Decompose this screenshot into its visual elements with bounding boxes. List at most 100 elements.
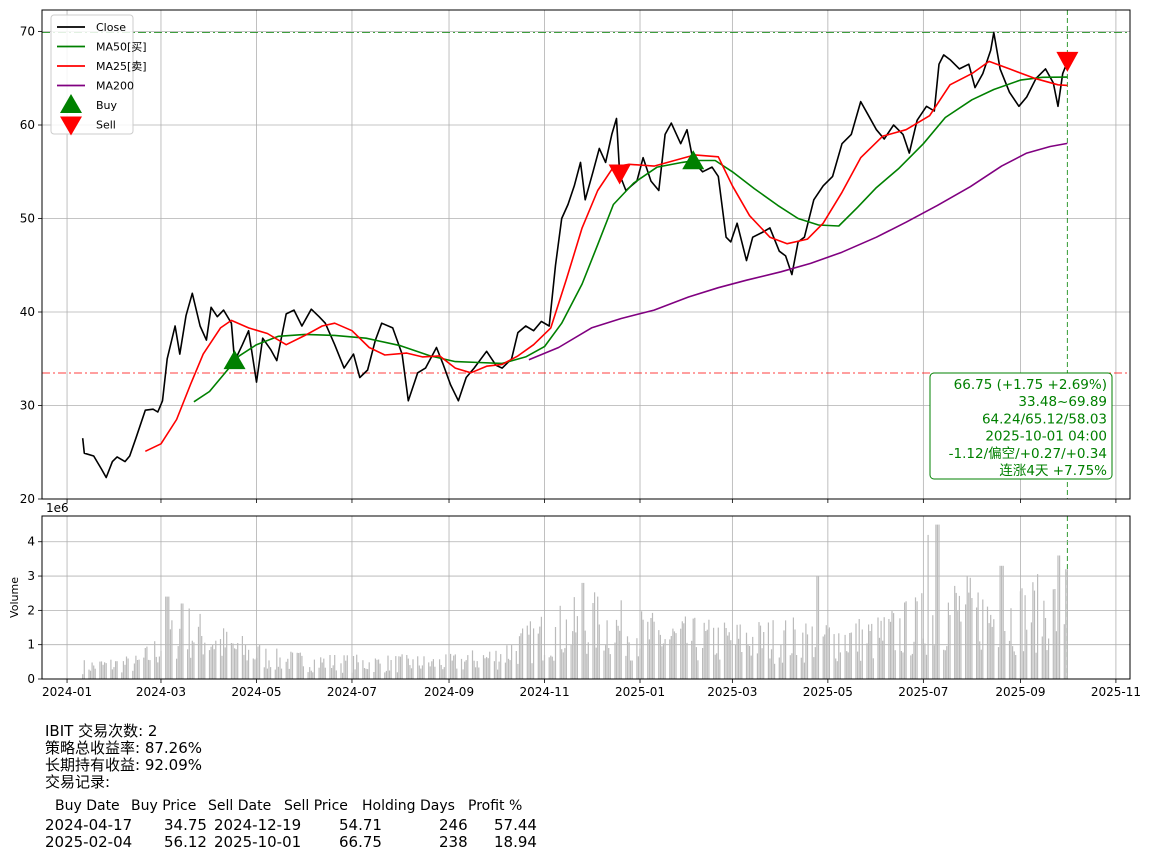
volume-bar	[442, 669, 444, 679]
volume-bar	[681, 621, 683, 679]
volume-bar	[421, 665, 423, 679]
volume-bar	[332, 665, 334, 679]
volume-bar	[110, 659, 112, 679]
volume-bar	[904, 602, 906, 679]
volume-bar	[268, 660, 270, 679]
volume-bar	[210, 646, 212, 679]
volume-bar	[900, 651, 902, 679]
volume-bar	[298, 653, 300, 679]
volume-bar	[254, 659, 256, 679]
volume-bar	[310, 670, 312, 679]
cell-profit: 57.44	[494, 816, 537, 834]
volume-bar	[1008, 640, 1011, 679]
volume-bar	[868, 624, 870, 679]
volume-bar	[935, 524, 937, 679]
info-annotation-box	[929, 372, 1113, 480]
volume-bar	[197, 626, 200, 679]
x-tick-label: 2024-01	[42, 685, 92, 699]
volume-bar	[116, 661, 118, 679]
volume-bar	[340, 663, 342, 679]
volume-bar	[828, 627, 830, 679]
volume-bar	[769, 658, 771, 679]
volume-bar	[462, 669, 464, 679]
volume-bar	[761, 648, 763, 679]
volume-bar	[880, 620, 882, 679]
volume-bar	[1046, 650, 1048, 679]
volume-bar	[1021, 588, 1023, 679]
volume-bar	[204, 642, 206, 679]
volume-bar	[893, 613, 895, 679]
volume-bar	[684, 616, 686, 679]
volume-bar	[440, 665, 442, 679]
volume-bar	[669, 639, 671, 679]
volume-bar	[526, 625, 528, 679]
volume-bar	[605, 645, 607, 679]
volume-bar	[971, 598, 973, 679]
volume-bar	[882, 640, 884, 679]
close-line	[81, 31, 1069, 479]
volume-bar	[520, 633, 522, 679]
volume-bars	[82, 524, 1068, 679]
volume-bar	[758, 622, 760, 679]
volume-bar	[728, 632, 730, 679]
volume-bar	[955, 592, 957, 679]
volume-bar	[767, 622, 769, 679]
col-holding-days: Holding Days	[362, 798, 455, 814]
volume-bar	[409, 665, 411, 679]
volume-bar	[351, 672, 353, 679]
volume-bar	[1066, 569, 1068, 679]
volume-bar	[925, 654, 928, 679]
volume-bar	[792, 617, 794, 679]
volume-bar	[445, 654, 447, 679]
volume-bar	[1015, 655, 1017, 679]
volume-ytick-label: 0	[27, 672, 35, 686]
volume-bar	[1035, 652, 1037, 679]
volume-bar	[263, 667, 265, 679]
volume-bar	[127, 658, 129, 679]
volume-bar	[301, 655, 303, 679]
volume-bar	[136, 660, 139, 679]
volume-bar	[562, 652, 564, 679]
volume-bar	[165, 596, 167, 679]
volume-bar	[398, 656, 400, 679]
volume-bar	[966, 576, 968, 679]
volume-bar	[725, 628, 727, 679]
volume-bar	[460, 658, 463, 679]
volume-bar	[705, 631, 707, 679]
volume-bar	[583, 582, 585, 679]
volume-bar	[412, 659, 414, 679]
volume-bar	[219, 639, 222, 679]
volume-bar	[498, 661, 500, 679]
volume-bar	[957, 611, 959, 679]
volume-bar	[363, 668, 366, 679]
volume-bar	[356, 654, 358, 679]
ma200-line	[528, 142, 1068, 361]
volume-bar	[82, 674, 84, 679]
volume-bar	[154, 641, 156, 679]
volume-bar	[595, 647, 597, 679]
volume-bar	[246, 660, 248, 679]
volume-bar	[155, 656, 157, 679]
volume-bar	[772, 620, 774, 679]
legend-label: Sell	[96, 119, 116, 132]
x-tick-label: 2024-09	[424, 685, 474, 699]
volume-bar	[628, 642, 630, 679]
legend-label: Close	[96, 21, 126, 34]
volume-bar	[943, 649, 945, 679]
volume-bar	[659, 634, 661, 679]
volume-bar	[288, 668, 290, 679]
volume-bar	[417, 656, 419, 679]
volume-bar	[144, 648, 146, 679]
volume-bar	[825, 625, 827, 679]
volume-bar	[94, 668, 96, 679]
volume-bar	[672, 628, 674, 679]
volume-bar	[946, 646, 948, 679]
volume-bar	[399, 656, 402, 679]
volume-bar	[255, 657, 258, 679]
trade-count-text: IBIT 交易次数: 2	[45, 722, 158, 740]
volume-bar	[410, 668, 413, 679]
volume-bar	[686, 642, 688, 679]
cell-profit: 18.94	[494, 833, 537, 851]
volume-bar	[244, 644, 247, 679]
volume-bar	[838, 633, 840, 679]
